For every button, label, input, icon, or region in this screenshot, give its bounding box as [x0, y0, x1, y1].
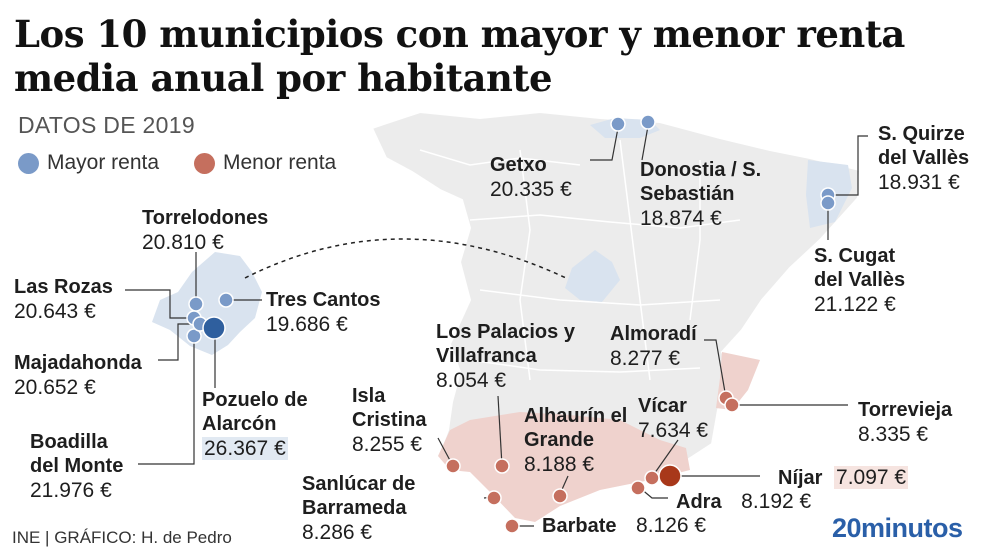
zoom-connector: [244, 238, 567, 279]
municipality-value: 21.122 €: [814, 293, 896, 316]
dot-torrelodones: [188, 296, 204, 312]
label-las-rozas: Las Rozas 20.643 €: [14, 275, 113, 324]
municipality-value: 18.874 €: [640, 207, 722, 230]
municipality-value: 20.643 €: [14, 300, 96, 323]
municipality-name: Pozuelo de Alarcón: [202, 389, 308, 435]
label-nijar: Níjar 7.097 €: [778, 466, 909, 490]
municipality-value: 8.188 €: [524, 453, 595, 476]
label-vicar: Vícar 7.634 €: [638, 394, 708, 443]
label-getxo: Getxo 20.335 €: [490, 153, 572, 202]
municipality-name: Adra: [676, 491, 722, 513]
municipality-name: Tres Cantos: [266, 289, 381, 311]
municipality-name: Las Rozas: [14, 276, 113, 298]
label-torrevieja: Torrevieja 8.335 €: [858, 398, 952, 447]
municipality-value: 18.931 €: [878, 171, 960, 194]
madrid-region-large: [152, 252, 262, 355]
legend-label-mayor: Mayor renta: [47, 151, 160, 174]
municipality-value: 20.335 €: [490, 178, 572, 201]
dot-vicar: [644, 470, 660, 486]
source-credit: INE | GRÁFICO: H. de Pedro: [12, 528, 232, 547]
municipality-name: Los Palacios y Villafranca: [436, 321, 575, 367]
dot-majadahonda: [186, 328, 202, 344]
brand-logo: 20minutos: [832, 513, 963, 543]
municipality-name: Vícar: [638, 395, 687, 417]
dot-nijar: [658, 464, 682, 488]
label-boadilla: Boadilla del Monte 21.976 €: [30, 430, 142, 503]
dot-cugat: [820, 195, 836, 211]
dots-menor-renta: [445, 390, 740, 534]
municipality-value: 8.277 €: [610, 347, 681, 370]
municipality-value: 7.097 €: [834, 466, 909, 489]
subtitle: DATOS DE 2019: [18, 112, 195, 138]
municipality-name: Sanlúcar de Barrameda: [302, 473, 416, 519]
dot-pozuelo: [202, 316, 226, 340]
dot-palacios: [494, 458, 510, 474]
dot-getxo: [610, 116, 626, 132]
dot-torrevieja: [724, 397, 740, 413]
municipality-value: 8.126 €: [636, 514, 707, 537]
municipality-value: 20.652 €: [14, 376, 96, 399]
municipality-name: Torrevieja: [858, 399, 953, 421]
legend-mayor: Mayor renta: [18, 150, 159, 176]
municipality-value: 8.335 €: [858, 423, 929, 446]
label-pozuelo: Pozuelo de Alarcón 26.367 €: [202, 388, 322, 461]
province-borders: [419, 139, 741, 381]
municipality-name: Isla Cristina: [352, 385, 427, 431]
municipality-name: Barbate: [542, 515, 617, 537]
municipality-value: 20.810 €: [142, 231, 224, 254]
label-sanlucar: Sanlúcar de Barrameda 8.286 €: [302, 472, 428, 545]
label-torrelodones: Torrelodones 20.810 €: [142, 206, 268, 255]
label-alhaurin: Alhaurín el Grande 8.188 €: [524, 404, 628, 477]
municipality-value: 8.255 €: [352, 433, 423, 456]
municipality-name: Getxo: [490, 154, 547, 176]
dot-barbate: [504, 518, 520, 534]
legend-dot-menor: [194, 152, 215, 174]
municipality-name: Alhaurín el Grande: [524, 405, 628, 451]
municipality-value: 21.976 €: [30, 479, 112, 502]
municipality-name: Boadilla del Monte: [30, 431, 124, 477]
label-tres-cantos: Tres Cantos 19.686 €: [266, 288, 380, 337]
label-adra: Adra 8.192 €: [676, 490, 811, 514]
madrid-region-small: [565, 250, 620, 302]
legend-menor: Menor renta: [194, 150, 336, 176]
dots-mayor-renta: [186, 114, 836, 344]
label-barbate: Barbate 8.126 €: [542, 514, 706, 538]
dot-isla-cristina: [445, 458, 461, 474]
dot-alhaurin: [552, 488, 568, 504]
label-cugat: S. Cugat del Vallès 21.122 €: [814, 244, 920, 317]
municipality-value: 8.192 €: [741, 490, 812, 513]
label-quirze: S. Quirze del Vallès 18.931 €: [878, 122, 984, 195]
dot-sanlucar: [486, 490, 502, 506]
municipality-value: 7.634 €: [638, 419, 709, 442]
municipality-name: S. Cugat del Vallès: [814, 245, 906, 291]
label-almoradi: Almoradí 8.277 €: [610, 322, 697, 371]
page-title: Los 10 municipios con mayor y menor rent…: [14, 12, 905, 100]
legend-dot-mayor: [18, 152, 39, 174]
dot-adra: [630, 480, 646, 496]
municipality-value: 8.286 €: [302, 521, 373, 544]
dot-donostia: [640, 114, 656, 130]
municipality-name: Donostia / S. Sebastián: [640, 159, 762, 205]
municipality-value: 26.367 €: [202, 437, 322, 461]
legend-label-menor: Menor renta: [223, 151, 337, 174]
label-donostia: Donostia / S. Sebastián 18.874 €: [640, 158, 780, 231]
municipality-name: Torrelodones: [142, 207, 269, 229]
municipality-name: Níjar: [778, 467, 823, 489]
dot-tres-cantos: [218, 292, 234, 308]
highlight-max-value: 26.367 €: [202, 437, 288, 460]
label-palacios: Los Palacios y Villafranca 8.054 €: [436, 320, 576, 393]
municipality-value: 19.686 €: [266, 313, 348, 336]
label-isla-cristina: Isla Cristina 8.255 €: [352, 384, 438, 457]
municipality-name: S. Quirze del Vallès: [878, 123, 970, 169]
label-majadahonda: Majadahonda 20.652 €: [14, 351, 142, 400]
municipality-name: Almoradí: [610, 323, 697, 345]
municipality-name: Majadahonda: [14, 352, 142, 374]
municipality-value: 8.054 €: [436, 369, 507, 392]
highlight-min-value: 7.097 €: [834, 466, 909, 489]
